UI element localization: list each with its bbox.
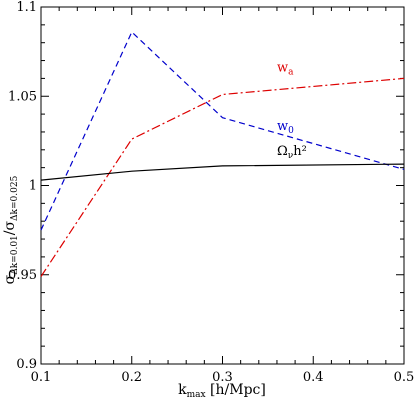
series-label-w0: w0 (277, 119, 294, 136)
x-tick-label: 0.5 (394, 370, 415, 385)
y-axis-title: σΔk=0.01/σΔk=0.025 (2, 175, 20, 284)
y-tick-label: 1.1 (16, 0, 37, 15)
y-tick-label: 0.95 (8, 268, 37, 283)
series-line-omega (40, 163, 405, 181)
x-tick-label: 0.1 (31, 370, 52, 385)
plot-frame (40, 6, 405, 365)
x-tick-label: 0.3 (212, 370, 233, 385)
series-labels: w0 wa Ωνh² (277, 60, 307, 161)
y-tick-label: 0.9 (16, 357, 37, 372)
series-label-omega: Ωνh² (277, 144, 307, 161)
series-line-w0 (40, 30, 405, 231)
x-tick-label: 0.2 (121, 370, 142, 385)
series-label-wa: wa (277, 60, 294, 77)
x-axis-title: kmax [h/Mpc] (178, 382, 266, 400)
ticks (40, 6, 405, 365)
y-tick-label: 1.05 (8, 89, 37, 104)
series-lines (40, 30, 405, 277)
y-tick-label: 1 (29, 179, 37, 194)
tick-labels: 0.1 0.2 0.3 0.4 0.5 0.9 0.95 1 1.05 1.1 (8, 0, 414, 385)
x-tick-label: 0.4 (303, 370, 324, 385)
series-line-wa (40, 77, 405, 277)
